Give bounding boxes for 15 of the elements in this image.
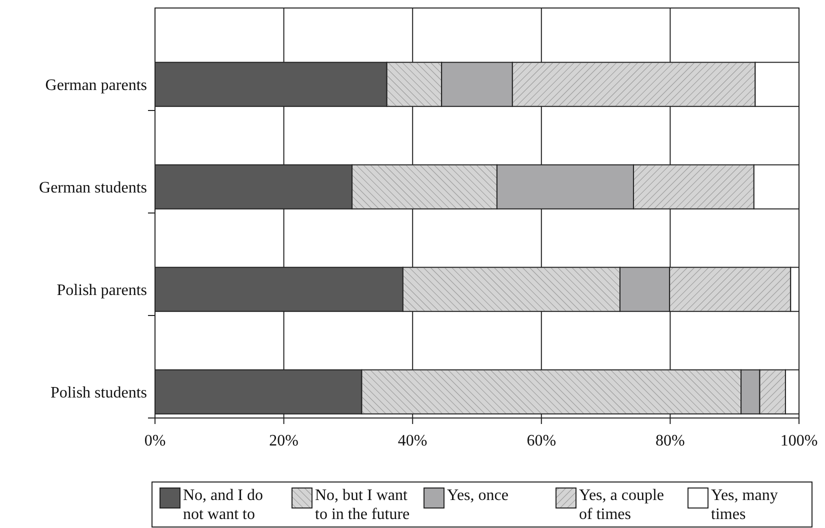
legend-label: No, and I do not want to [183,487,263,523]
x-tick-label: 20% [269,432,298,450]
x-tick-label: 60% [526,432,556,450]
legend-label: No, but I want to in the future [315,487,410,523]
y-tick-label: German parents [45,76,147,94]
y-tick-label: Polish parents [56,282,147,299]
legend-label: Yes, once [447,487,508,504]
y-tick-label: German students [39,179,147,196]
legend-label: Yes, many times [711,487,778,523]
x-tick-label: 40% [398,432,428,450]
x-tick-label: 0% [144,432,166,450]
legend-label: Yes, a couple of times [579,487,664,523]
x-tick-label: 100% [780,432,818,450]
y-tick-label: Polish students [50,384,147,402]
x-tick-label: 80% [656,432,685,450]
